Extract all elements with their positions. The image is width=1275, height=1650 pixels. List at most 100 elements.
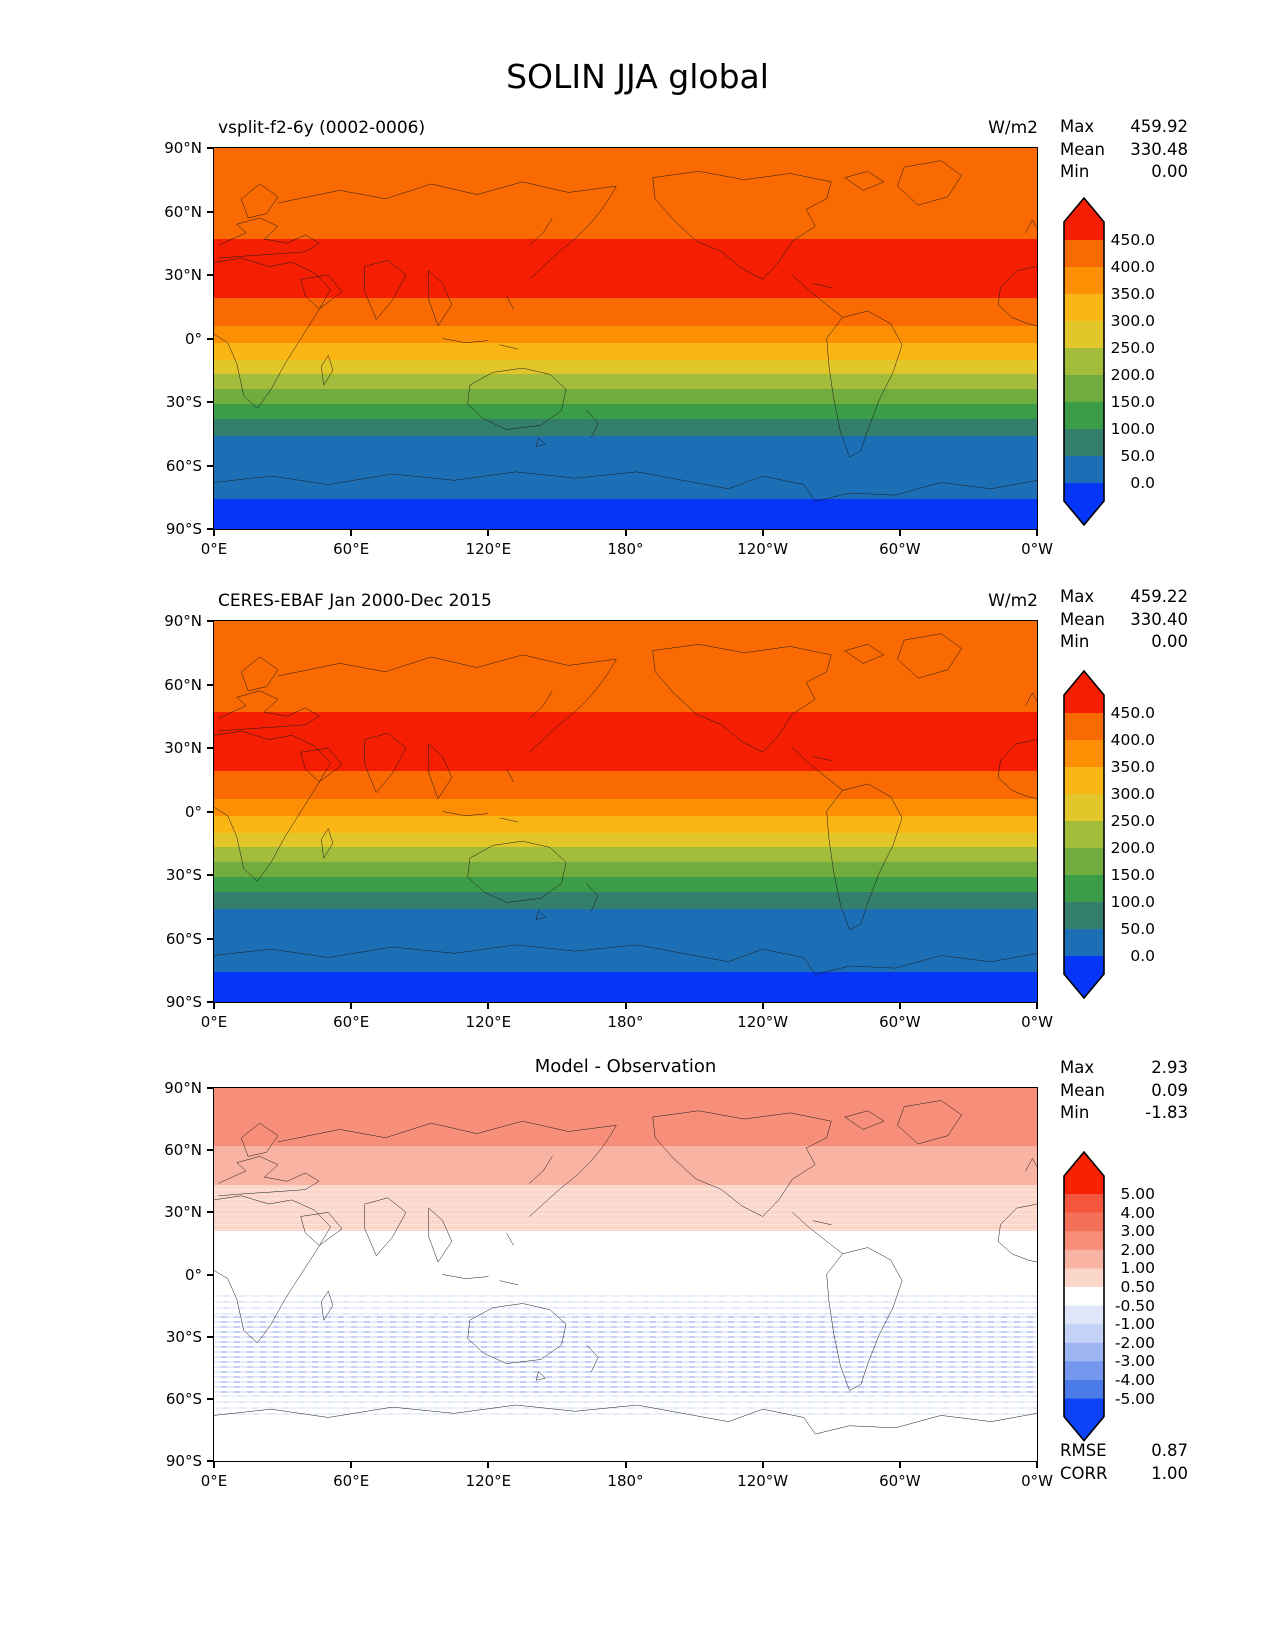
lat-band [214, 1315, 1037, 1395]
coastlines-svg [214, 1088, 1037, 1461]
x-axis-tick-label: 60°W [879, 540, 921, 558]
y-axis-tick-label: 90°N [164, 1079, 202, 1097]
stat-label: Min [1060, 1103, 1090, 1122]
lat-band [214, 798, 1037, 816]
panel-title: CERES-EBAF Jan 2000-Dec 2015 [218, 591, 492, 611]
y-axis-tick-label: 0° [184, 1265, 202, 1284]
stat-value: 459.92 [1130, 117, 1188, 136]
stat-row: Max 459.22 [1060, 586, 1188, 609]
stat-value: 2.93 [1151, 1058, 1188, 1077]
y-axis-tick-label: 30°N [164, 739, 202, 757]
stat-label: RMSE [1060, 1441, 1107, 1460]
lat-band [214, 298, 1037, 326]
colorbar-tick-label: -4.00 [1114, 1371, 1155, 1389]
x-axis-tick [487, 1002, 490, 1009]
stat-value: 330.40 [1130, 609, 1188, 629]
stat-row: Min 0.00 [1060, 631, 1188, 654]
colorbar-tick-label: 350.0 [1110, 285, 1155, 303]
lat-band [214, 404, 1037, 419]
x-axis-tick [487, 529, 490, 536]
lat-band [214, 862, 1037, 878]
y-axis-tick-label: 30°N [164, 266, 202, 284]
x-axis-tick [350, 529, 353, 536]
y-axis-tick [207, 747, 214, 749]
y-axis-tick [207, 147, 214, 149]
colorbar-tick-label: 300.0 [1110, 312, 1155, 330]
stat-row: Max 2.93 [1060, 1057, 1188, 1080]
x-axis-tick [213, 1461, 215, 1468]
stat-label: Mean [1060, 139, 1105, 159]
stat-value: 330.48 [1130, 139, 1188, 159]
map-plot: 90°N 60°N 30°N 0° 30°S 60°S 90°S 0°E 60°E 120°E 18… [164, 139, 1053, 558]
y-axis-tick [207, 401, 214, 403]
x-axis-tick-label: 120°W [737, 1472, 789, 1490]
x-axis-tick-label: 120°E [465, 1472, 512, 1490]
y-axis-tick [207, 874, 214, 876]
colorbar-tick-label: 400.0 [1110, 258, 1155, 276]
y-axis-tick-label: 0° [184, 329, 202, 348]
y-axis-tick [207, 210, 214, 213]
lat-band [214, 325, 1037, 343]
map-plot: 90°N 60°N 30°N 0° 30°S 60°S 90°S 0°E 60°E 120°E 18… [164, 612, 1053, 1031]
y-axis-tick-label: 90°N [164, 612, 202, 630]
y-axis-tick-label: 60°S [165, 929, 202, 948]
colorbar-gradient [1063, 1150, 1105, 1442]
stat-label: Min [1060, 632, 1090, 651]
y-axis-tick-label: 30°S [165, 866, 202, 884]
stat-label: Max [1060, 117, 1095, 136]
colorbar-tick-label: 2.00 [1120, 1240, 1155, 1259]
colorbar-tick-label: 5.00 [1120, 1185, 1155, 1203]
stat-value: -1.83 [1145, 1103, 1188, 1122]
stat-row: Mean 0.09 [1060, 1080, 1188, 1103]
x-axis-tick [761, 529, 764, 536]
x-axis-tick-label: 120°E [465, 540, 512, 558]
colorbar-tick-label: 400.0 [1110, 731, 1155, 749]
lat-band [214, 771, 1037, 799]
lat-band [214, 418, 1037, 436]
colorbar-tick-label: -5.00 [1114, 1389, 1155, 1408]
x-axis-tick [761, 1002, 764, 1009]
x-axis-tick-label: 0°E [200, 1013, 228, 1031]
stat-label: Min [1060, 162, 1090, 181]
stats-block: Max 2.93 Mean 0.09 Min -1.83 [1060, 1057, 1188, 1125]
stat-row: Min 0.00 [1060, 161, 1188, 184]
coastlines-svg [214, 148, 1037, 529]
units-label: W/m2 [988, 591, 1038, 611]
lat-band [214, 972, 1037, 1002]
y-axis-tick-label: 60°S [165, 1389, 202, 1408]
x-axis-tick [1036, 1461, 1038, 1468]
x-axis-tick [350, 1461, 353, 1468]
lat-band [214, 389, 1037, 405]
lat-band [214, 877, 1037, 892]
stats-block: Max 459.22 Mean 330.40 Min 0.00 [1060, 586, 1188, 654]
stat-row: Max 459.92 [1060, 116, 1188, 139]
panel-title: vsplit-f2-6y (0002-0006) [218, 118, 426, 138]
lat-band [214, 712, 1037, 772]
colorbar-tick-label: 200.0 [1110, 839, 1155, 857]
colorbar-tick-label: -3.00 [1114, 1352, 1155, 1371]
x-axis-tick-label: 180° [607, 540, 644, 558]
x-axis-tick-label: 60°W [879, 1013, 921, 1031]
x-axis-tick [1036, 1002, 1038, 1009]
stat-label: CORR [1060, 1463, 1108, 1483]
stat-value: 0.00 [1151, 632, 1188, 651]
colorbar-tick-label: -2.00 [1114, 1333, 1155, 1352]
y-axis-tick [207, 1397, 214, 1400]
y-axis-tick-label: 60°N [164, 202, 202, 221]
x-axis-tick-label: 180° [607, 1472, 644, 1490]
y-axis-tick-label: 30°S [165, 393, 202, 411]
y-axis-tick-label: 30°N [164, 1203, 202, 1222]
lat-band [214, 891, 1037, 909]
colorbar-tick-label: 0.0 [1130, 474, 1155, 492]
colorbar-tick-label: 250.0 [1110, 812, 1155, 830]
lat-band [214, 499, 1037, 529]
lat-band [214, 815, 1037, 833]
y-axis-tick [207, 1460, 214, 1462]
colorbar-tick-label: 0.50 [1120, 1278, 1155, 1296]
y-axis-tick-label: 90°S [165, 1452, 202, 1470]
lat-band [214, 1146, 1037, 1186]
x-axis-tick-label: 0°W [1021, 1013, 1053, 1031]
stat-row: Mean 330.48 [1060, 139, 1188, 162]
colorbar-tick-label: 4.00 [1120, 1203, 1155, 1222]
